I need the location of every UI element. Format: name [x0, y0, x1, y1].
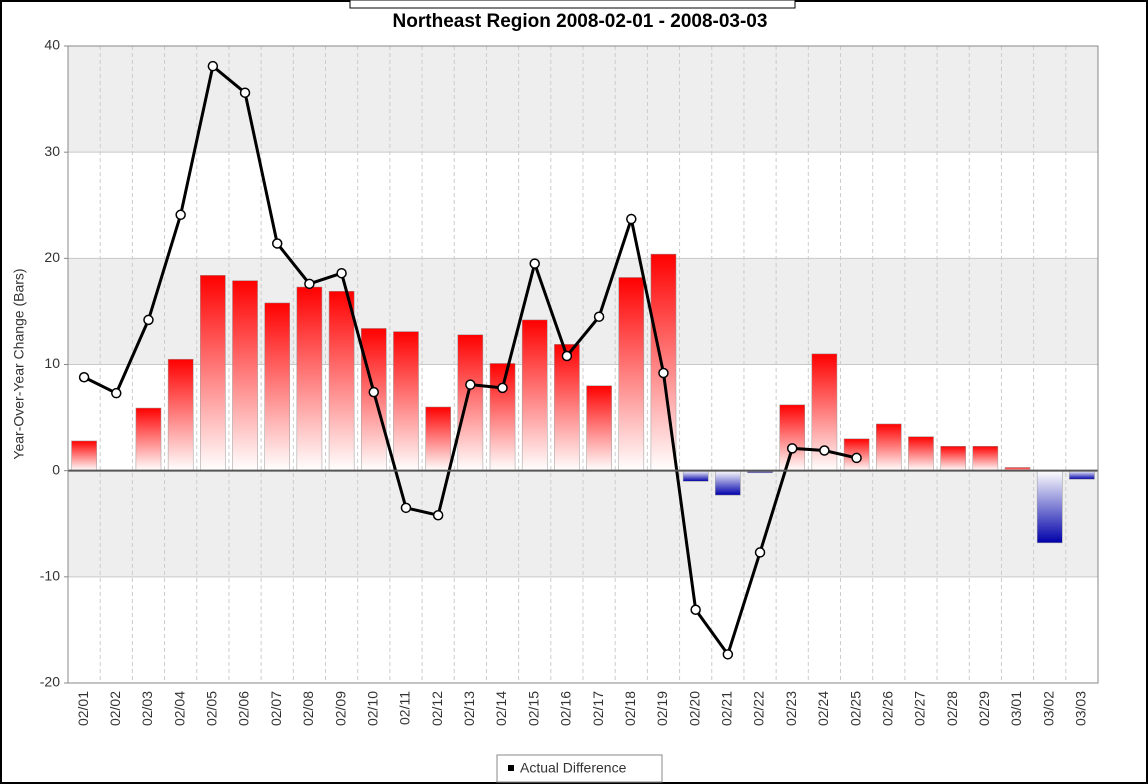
bar: [1069, 470, 1095, 480]
x-tick-label: 02/24: [815, 691, 831, 726]
x-tick-label: 02/08: [300, 691, 316, 726]
point: [239, 87, 251, 98]
x-tick-label: 02/29: [976, 691, 992, 726]
point: [271, 238, 283, 249]
y-axis-label: Year-Over-Year Change (Bars): [11, 268, 27, 459]
point: [529, 258, 540, 269]
bar: [457, 334, 484, 471]
bar: [875, 423, 902, 471]
point: [754, 547, 766, 558]
x-tick-label: 02/13: [461, 691, 477, 726]
x-tick-label: 02/04: [171, 691, 187, 726]
bar: [715, 470, 741, 496]
point: [722, 649, 734, 660]
bar: [554, 344, 580, 471]
bar: [489, 363, 516, 471]
x-tick-label: 02/21: [719, 691, 735, 726]
y-tick-label: 0: [52, 461, 60, 477]
chart-title: Northeast Region 2008-02-01 - 2008-03-03: [393, 11, 768, 32]
x-tick-label: 02/22: [751, 691, 767, 726]
plot-border: [67, 45, 1099, 684]
y-tick-label: -10: [40, 568, 60, 584]
x-tick-label: 02/26: [879, 691, 895, 726]
point: [78, 371, 90, 383]
y-tick-label: -20: [40, 674, 60, 690]
point: [400, 502, 412, 514]
y-tick-label: 20: [44, 249, 60, 265]
x-tick-label: 02/06: [236, 691, 252, 726]
x-tick-label: 02/25: [847, 691, 863, 726]
point: [786, 443, 798, 454]
bar: [618, 277, 645, 471]
point: [304, 278, 315, 290]
point: [111, 387, 122, 399]
bar: [779, 404, 806, 471]
x-tick-label: 02/09: [332, 691, 348, 726]
point: [819, 445, 830, 456]
point: [690, 604, 701, 615]
point: [593, 311, 605, 322]
x-tick-label: 02/19: [654, 691, 670, 726]
top-box: [349, 0, 796, 9]
bar: [200, 275, 226, 471]
point: [851, 452, 862, 464]
x-tick-label: 02/10: [364, 691, 380, 726]
bar: [71, 440, 97, 471]
point: [561, 350, 573, 362]
x-tick-label: 02/27: [912, 691, 928, 726]
point: [465, 379, 476, 390]
x-tick-label: 02/12: [429, 691, 445, 726]
x-tick-label: 02/07: [268, 691, 284, 726]
x-tick-label: 03/02: [1040, 691, 1056, 726]
point: [497, 382, 508, 394]
x-tick-label: 02/23: [783, 691, 799, 726]
bar: [135, 407, 162, 471]
bar: [296, 286, 323, 471]
x-tick-label: 02/28: [944, 691, 960, 726]
x-tick-label: 02/02: [107, 691, 123, 726]
bar: [264, 302, 291, 471]
bar: [972, 445, 999, 471]
x-tick-label: 03/03: [1073, 691, 1089, 726]
bar: [940, 445, 966, 471]
x-tick-label: 02/16: [558, 691, 574, 726]
x-tick-label: 02/01: [75, 691, 91, 726]
legend-label: Actual Difference: [520, 760, 627, 776]
x-tick-label: 03/01: [1008, 691, 1024, 726]
x-tick-label: 02/17: [590, 691, 606, 726]
bar: [908, 436, 934, 471]
bar: [393, 331, 419, 471]
x-tick-label: 02/03: [139, 691, 155, 726]
x-tick-label: 02/11: [397, 691, 413, 725]
y-tick-label: 10: [44, 355, 60, 371]
x-tick-label: 02/18: [622, 691, 638, 726]
y-tick-label: 40: [44, 37, 60, 53]
point: [658, 367, 669, 379]
legend-box: [496, 754, 663, 783]
point: [336, 267, 347, 279]
bar: [521, 319, 548, 471]
point: [175, 209, 186, 221]
bar: [586, 385, 612, 471]
bar: [1036, 470, 1063, 544]
bar: [360, 328, 387, 471]
x-tick-label: 02/05: [204, 691, 220, 726]
x-tick-label: 02/20: [686, 691, 702, 726]
x-tick-label: 02/14: [493, 691, 509, 726]
y-tick-label: 30: [44, 143, 60, 159]
bar: [425, 406, 451, 471]
bar: [328, 290, 355, 471]
point: [626, 213, 637, 225]
bar: [167, 358, 194, 471]
point: [207, 60, 219, 72]
point: [432, 510, 444, 521]
bar: [232, 280, 258, 471]
legend-swatch: [508, 765, 514, 771]
bar: [682, 470, 709, 482]
x-tick-label: 02/15: [525, 691, 541, 726]
point: [368, 386, 380, 398]
point: [143, 314, 154, 326]
